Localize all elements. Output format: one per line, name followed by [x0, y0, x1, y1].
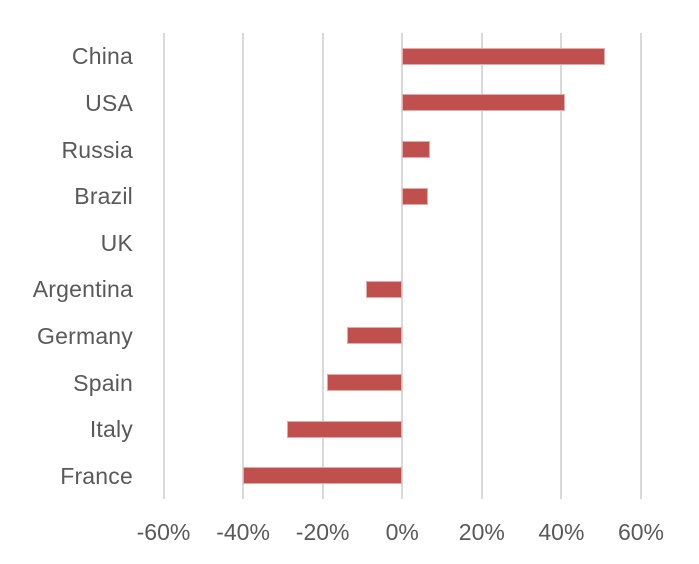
bar-france [243, 467, 403, 485]
gridline-0 [401, 33, 404, 499]
category-label-italy: Italy [89, 416, 133, 443]
gridline-60 [640, 33, 642, 499]
gridline--60 [162, 33, 165, 499]
gridline-20 [480, 33, 483, 499]
x-axis-tick-label: 20% [458, 519, 505, 545]
category-label-germany: Germany [37, 322, 133, 349]
gridline--40 [242, 33, 245, 499]
gridline-40 [560, 33, 563, 499]
x-axis-tick-label: 0% [385, 519, 419, 545]
bar-brazil [402, 187, 429, 205]
category-label-spain: Spain [73, 369, 133, 396]
x-axis-tick-label: 60% [617, 519, 665, 545]
category-label-brazil: Brazil [74, 183, 133, 210]
bar-italy [286, 420, 403, 438]
category-label-france: France [60, 462, 133, 489]
bar-russia [402, 141, 431, 158]
bar-germany [346, 327, 403, 345]
x-axis-tick-label: -20% [295, 519, 350, 545]
category-label-russia: Russia [61, 136, 133, 163]
gridline--20 [321, 33, 324, 499]
x-axis-tick-label: -40% [216, 519, 270, 545]
bar-usa [402, 94, 566, 112]
category-label-china: China [71, 43, 133, 70]
bar-china [402, 47, 606, 65]
category-label-uk: UK [100, 229, 133, 256]
x-axis-tick-label: 40% [538, 519, 585, 545]
bar-spain [326, 374, 403, 391]
category-label-argentina: Argentina [32, 276, 133, 303]
x-axis-tick-label: -60% [136, 519, 191, 545]
category-label-usa: USA [85, 89, 133, 116]
bar-argentina [366, 280, 403, 298]
